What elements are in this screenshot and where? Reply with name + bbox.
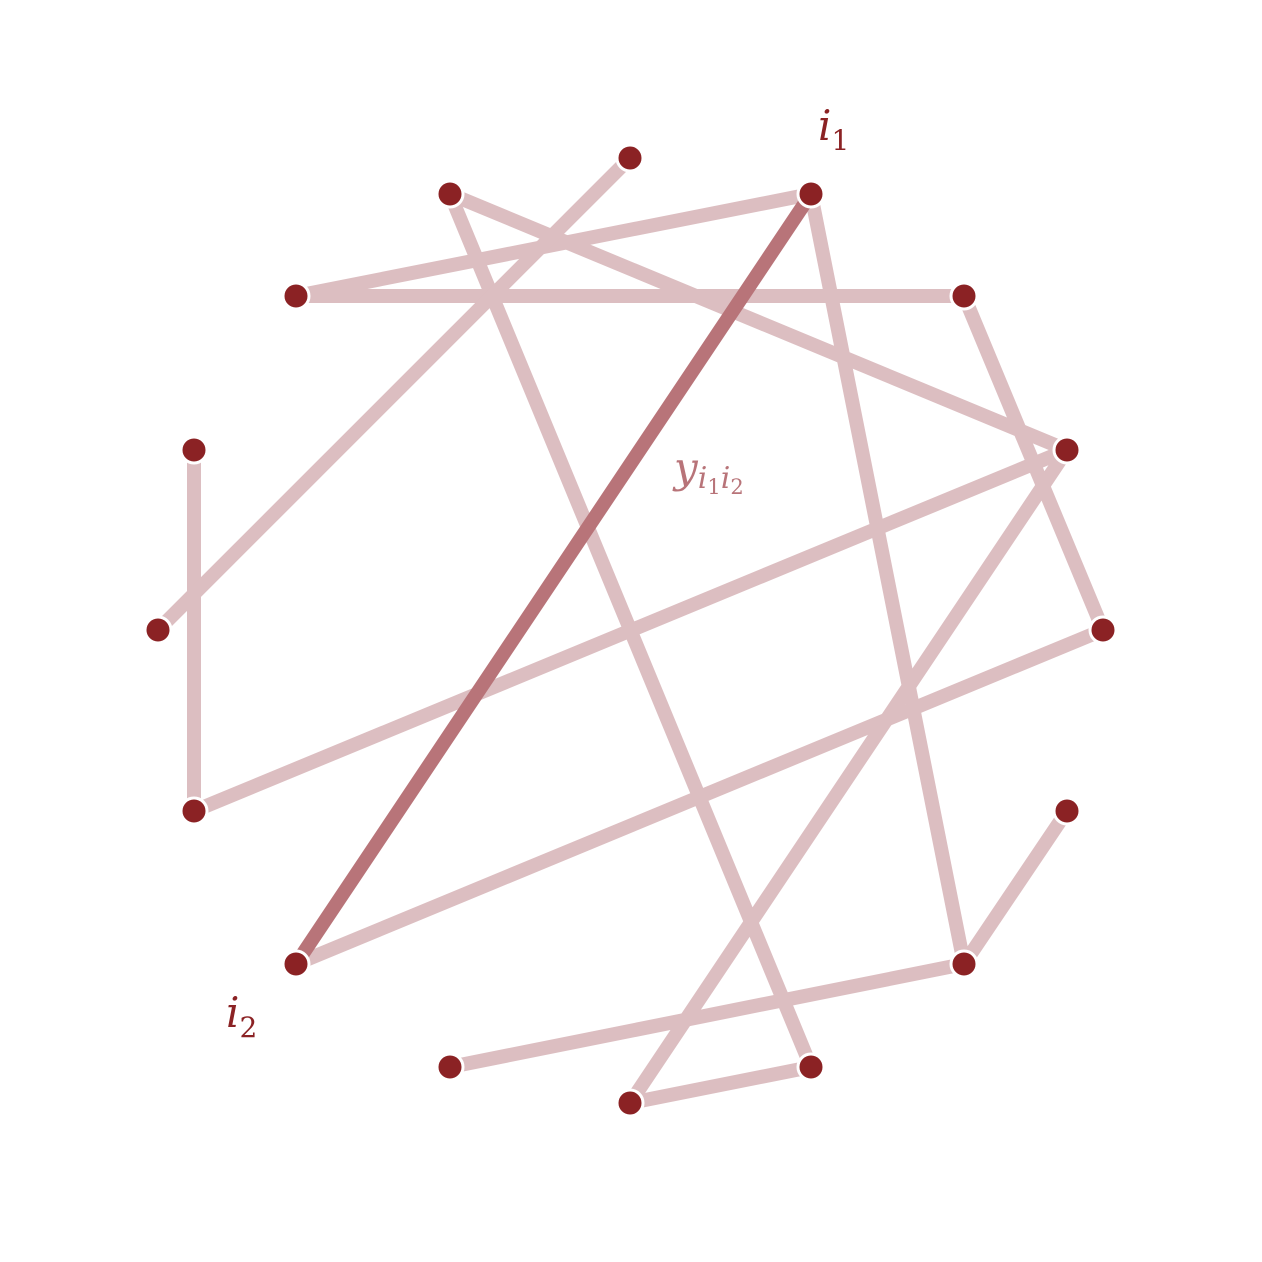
node-label-i1-sub: 1 bbox=[831, 124, 849, 157]
node-i1 bbox=[796, 179, 826, 209]
edge-label-sub-base-1: i bbox=[698, 461, 708, 496]
edge-highlighted-i1-i2 bbox=[290, 190, 817, 968]
edge-label-sub-base-2: i bbox=[721, 461, 731, 496]
node-n8 bbox=[1052, 435, 1082, 465]
edge-n10-n9 bbox=[958, 807, 1073, 968]
edge-n4-n9b bbox=[957, 293, 1110, 633]
node-label-i2-sub: 2 bbox=[239, 1011, 257, 1044]
node-label-i2-base: i bbox=[226, 988, 239, 1037]
edge-n12-n11 bbox=[628, 1060, 813, 1110]
edge-label-base: y bbox=[672, 443, 699, 492]
node-label-i2: i2 bbox=[226, 988, 257, 1044]
node-n4 bbox=[949, 281, 979, 311]
node-n13 bbox=[435, 1052, 465, 1082]
edge-n2-n11 bbox=[443, 191, 818, 1070]
node-i2 bbox=[281, 949, 311, 979]
node-n6 bbox=[143, 615, 173, 645]
node-n9 bbox=[1052, 796, 1082, 826]
edge-n0-n6 bbox=[153, 153, 635, 635]
edge-n1-n10 bbox=[804, 192, 971, 966]
node-n7 bbox=[179, 796, 209, 826]
edges-layer bbox=[153, 153, 1110, 1110]
node-n5 bbox=[179, 435, 209, 465]
nodes-layer bbox=[143, 143, 1118, 1118]
node-n9b bbox=[1088, 615, 1118, 645]
node-n2 bbox=[435, 179, 465, 209]
node-label-i1: i1 bbox=[818, 101, 849, 157]
node-label-i1-base: i bbox=[818, 101, 831, 150]
edge-label-sub-sub-2: 2 bbox=[730, 475, 743, 499]
node-n12 bbox=[615, 1088, 645, 1118]
edge-n8-n12 bbox=[624, 446, 1073, 1107]
edge-label-y-i1-i2: yi1i2 bbox=[672, 443, 744, 499]
node-n11 bbox=[796, 1052, 826, 1082]
edge-n1-n3 bbox=[294, 187, 813, 303]
edge-label-sub-sub-1: 1 bbox=[707, 475, 720, 499]
node-n10 bbox=[949, 949, 979, 979]
edge-n10-n13 bbox=[448, 957, 966, 1074]
node-n3 bbox=[281, 281, 311, 311]
node-n0 bbox=[615, 143, 645, 173]
